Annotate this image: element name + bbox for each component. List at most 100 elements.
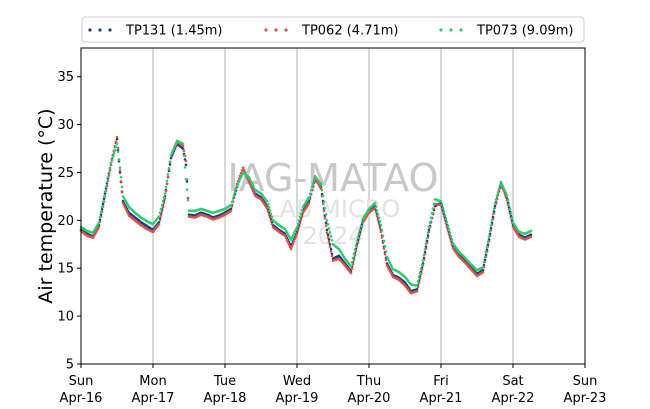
y-axis: 5 10 15 20 25 30 35 xyxy=(57,70,81,373)
y-tick-label: 10 xyxy=(57,310,74,325)
data-point xyxy=(349,265,353,268)
data-point xyxy=(120,185,124,189)
data-point xyxy=(388,261,392,265)
data-point xyxy=(251,184,255,187)
data-point xyxy=(354,244,358,247)
data-point xyxy=(378,226,382,230)
data-point xyxy=(161,199,165,203)
data-point xyxy=(324,221,328,225)
data-point xyxy=(103,190,107,193)
data-point xyxy=(248,182,252,186)
data-point xyxy=(415,288,419,291)
data-point xyxy=(171,149,175,152)
data-point xyxy=(353,248,357,252)
data-point xyxy=(287,243,291,246)
data-point xyxy=(430,211,434,215)
data-point xyxy=(101,202,105,206)
data-point xyxy=(109,163,113,167)
data-point xyxy=(443,213,447,217)
data-point xyxy=(294,235,298,238)
data-point xyxy=(320,188,324,192)
legend-marker xyxy=(274,28,278,32)
data-point xyxy=(181,144,185,147)
data-point xyxy=(378,220,382,223)
data-point xyxy=(356,236,360,239)
y-tick-label: 20 xyxy=(57,214,74,229)
data-point xyxy=(234,187,238,191)
data-point xyxy=(99,213,103,216)
data-point xyxy=(351,262,355,266)
data-point xyxy=(439,199,443,203)
data-point xyxy=(328,243,332,246)
data-point xyxy=(294,227,298,231)
data-point xyxy=(265,199,269,203)
data-point xyxy=(186,198,190,202)
data-point xyxy=(121,201,125,205)
data-point xyxy=(359,224,363,228)
data-point xyxy=(482,263,486,267)
x-tick-date: Apr-17 xyxy=(132,391,175,406)
data-point xyxy=(326,223,330,226)
data-point xyxy=(165,182,169,186)
data-point xyxy=(106,175,110,179)
data-point xyxy=(389,271,393,275)
data-point xyxy=(432,202,436,206)
data-point xyxy=(420,263,424,267)
data-point xyxy=(295,232,299,236)
data-point xyxy=(108,168,112,172)
data-point xyxy=(300,214,304,218)
data-point xyxy=(387,259,391,263)
data-point xyxy=(168,160,172,163)
data-point xyxy=(349,271,353,275)
data-point xyxy=(297,225,301,229)
data-point xyxy=(290,236,294,239)
data-point xyxy=(322,200,326,204)
data-point xyxy=(310,185,314,189)
data-point xyxy=(308,192,312,196)
data-point xyxy=(289,247,293,251)
data-point xyxy=(381,234,385,237)
data-point xyxy=(102,195,106,199)
data-point xyxy=(423,250,427,254)
data-point xyxy=(486,240,490,244)
data-point xyxy=(102,197,106,201)
data-point xyxy=(323,216,327,220)
data-point xyxy=(249,180,253,183)
legend-marker xyxy=(449,28,453,32)
data-point xyxy=(126,212,130,215)
data-point xyxy=(381,241,385,245)
data-point xyxy=(388,269,392,273)
data-point xyxy=(252,191,256,195)
x-tick-date: Apr-22 xyxy=(492,391,535,406)
data-point xyxy=(382,239,386,243)
data-point xyxy=(289,238,293,241)
legend-label: TP131 (1.45m) xyxy=(125,24,222,39)
data-point xyxy=(292,231,296,235)
data-point xyxy=(168,163,172,166)
data-point xyxy=(232,194,236,197)
data-point xyxy=(330,239,334,242)
watermark-line-1: IAG-MATAO xyxy=(227,156,438,200)
data-point xyxy=(166,175,170,179)
data-point xyxy=(235,184,239,188)
data-point xyxy=(240,169,244,172)
data-point xyxy=(293,229,297,233)
data-point xyxy=(386,265,390,269)
data-point xyxy=(510,216,514,220)
data-point xyxy=(296,222,300,226)
data-point xyxy=(246,178,250,181)
data-point xyxy=(233,190,237,194)
data-point xyxy=(319,182,323,186)
data-point xyxy=(491,213,495,216)
data-point xyxy=(290,245,294,248)
data-point xyxy=(111,155,115,158)
data-point xyxy=(415,284,419,287)
data-point xyxy=(162,196,166,199)
series-3 xyxy=(79,139,533,287)
data-point xyxy=(109,161,113,165)
data-point xyxy=(270,215,274,219)
data-point xyxy=(390,273,394,277)
data-point xyxy=(97,225,101,229)
data-point xyxy=(229,207,233,211)
x-tick-day: Sun xyxy=(573,374,598,389)
